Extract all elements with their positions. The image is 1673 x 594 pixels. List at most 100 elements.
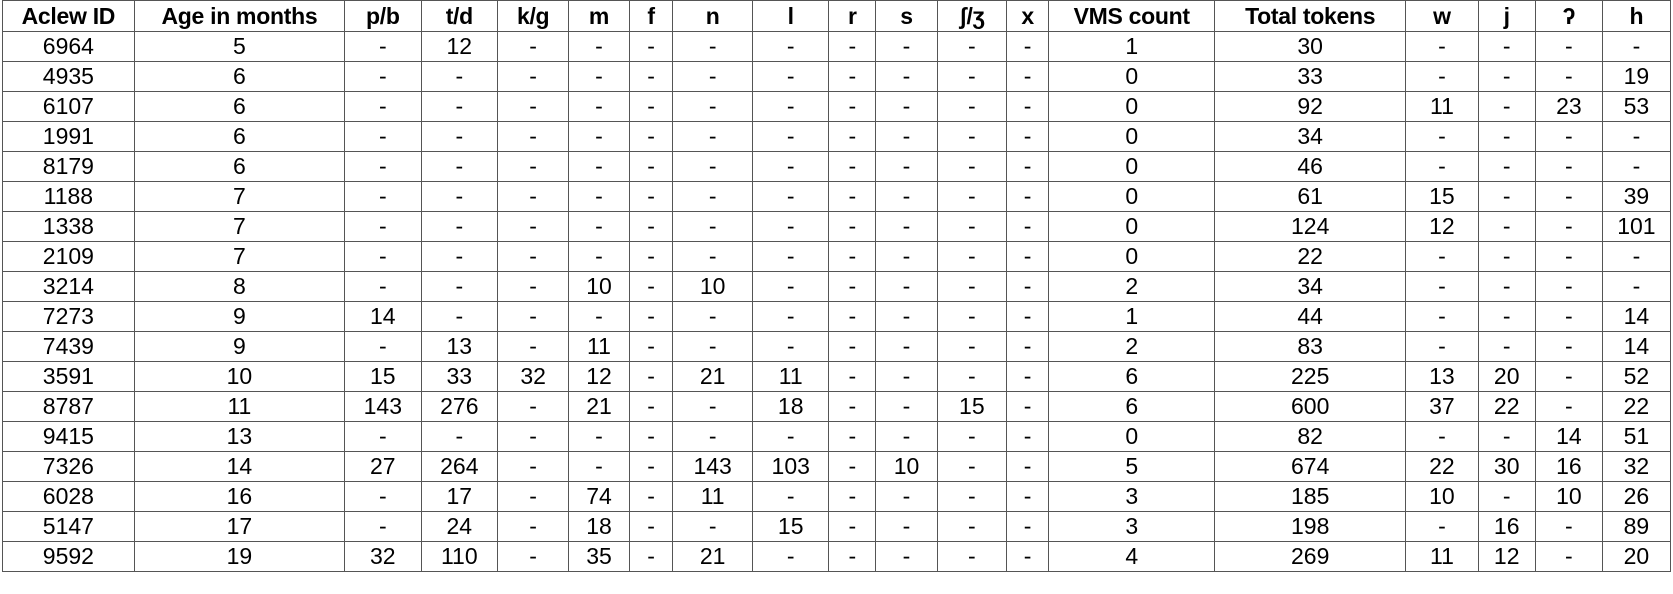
table-cell: 32 bbox=[344, 541, 422, 572]
table-cell: - bbox=[875, 271, 938, 302]
column-header: Total tokens bbox=[1214, 0, 1407, 32]
table-cell: - bbox=[1405, 331, 1479, 362]
table-cell: 34 bbox=[1214, 121, 1407, 152]
table-cell: - bbox=[1477, 331, 1536, 362]
table-cell: 7 bbox=[133, 181, 346, 212]
table-cell: 1188 bbox=[2, 181, 135, 212]
table-cell: - bbox=[875, 31, 938, 62]
table-cell: - bbox=[751, 61, 830, 92]
table-cell: - bbox=[1534, 511, 1603, 542]
table-cell: 7439 bbox=[2, 331, 135, 362]
table-cell: 1 bbox=[1048, 301, 1216, 332]
table-cell: - bbox=[875, 331, 938, 362]
table-cell: - bbox=[568, 151, 630, 182]
table-cell: - bbox=[1534, 181, 1603, 212]
table-cell: - bbox=[1477, 151, 1536, 182]
table-row: 9415 13- - - - - - - - - - -0 82- -14 51 bbox=[2, 421, 1672, 452]
table-cell: - bbox=[628, 391, 674, 422]
column-header: Aclew ID bbox=[2, 0, 135, 32]
table-cell: 1338 bbox=[2, 211, 135, 242]
table-cell: - bbox=[497, 421, 570, 452]
table-cell: 4935 bbox=[2, 61, 135, 92]
table-cell: 6 bbox=[133, 61, 346, 92]
table-cell: - bbox=[568, 301, 630, 332]
table-cell: 19 bbox=[1601, 61, 1672, 92]
table-cell: 6028 bbox=[2, 481, 135, 512]
table-cell: - bbox=[497, 511, 570, 542]
table-cell: 143 bbox=[344, 391, 422, 422]
table-cell: - bbox=[875, 541, 938, 572]
table-cell: 5147 bbox=[2, 511, 135, 542]
table-cell: 16 bbox=[1477, 511, 1536, 542]
table-cell: - bbox=[344, 271, 422, 302]
table-cell: 17 bbox=[133, 511, 346, 542]
table-cell: - bbox=[344, 481, 422, 512]
table-cell: 8 bbox=[133, 271, 346, 302]
table-cell: 9 bbox=[133, 331, 346, 362]
table-row: 8179 6- - - - - - - - - - -0 46- - - - bbox=[2, 151, 1672, 182]
table-cell: 11 bbox=[133, 391, 346, 422]
table-cell: 32 bbox=[1601, 451, 1672, 482]
table-cell: - bbox=[497, 91, 570, 122]
table-cell: 14 bbox=[344, 301, 422, 332]
table-row: 3591 10 15 33 32 12-21 11- - - -6 225 13 20-52 bbox=[2, 361, 1672, 392]
table-cell: 33 bbox=[1214, 61, 1407, 92]
table-cell: - bbox=[936, 511, 1007, 542]
table-cell: - bbox=[420, 211, 499, 242]
column-header: Age in months bbox=[133, 0, 346, 32]
table-cell: - bbox=[1405, 61, 1479, 92]
table-row: 6028 16-17-74-11- - - - -3 185 10-10 26 bbox=[2, 481, 1672, 512]
table-cell: - bbox=[828, 361, 877, 392]
table-cell: - bbox=[1601, 121, 1672, 152]
table-cell: - bbox=[936, 331, 1007, 362]
table-cell: - bbox=[497, 451, 570, 482]
table-cell: 13 bbox=[1405, 361, 1479, 392]
table-cell: - bbox=[344, 181, 422, 212]
table-cell: - bbox=[1477, 61, 1536, 92]
table-cell: - bbox=[875, 361, 938, 392]
table-cell: 3214 bbox=[2, 271, 135, 302]
table-body: 6964 5-12- - - - - - - - -1 30- - - -4935 6- - - - - - - - - - -… bbox=[2, 31, 1672, 572]
table-cell: 22 bbox=[1601, 391, 1672, 422]
table-cell: - bbox=[875, 151, 938, 182]
table-cell: - bbox=[875, 421, 938, 452]
table-cell: - bbox=[875, 481, 938, 512]
table-row: 1338 7- - - - - - - - - - -0 124 12- -101 bbox=[2, 211, 1672, 242]
table-cell: - bbox=[828, 421, 877, 452]
table-cell: - bbox=[751, 301, 830, 332]
table-cell: - bbox=[1005, 541, 1050, 572]
table-cell: 10 bbox=[133, 361, 346, 392]
table-cell: - bbox=[751, 421, 830, 452]
table-cell: - bbox=[1534, 331, 1603, 362]
table-cell: - bbox=[497, 481, 570, 512]
table-cell: 82 bbox=[1214, 421, 1407, 452]
table-cell: 10 bbox=[1534, 481, 1603, 512]
table-cell: 5 bbox=[1048, 451, 1216, 482]
table-cell: - bbox=[1477, 31, 1536, 62]
table-cell: - bbox=[1477, 181, 1536, 212]
table-cell: - bbox=[672, 301, 753, 332]
table-cell: 264 bbox=[420, 451, 499, 482]
table-cell: - bbox=[1005, 361, 1050, 392]
table-cell: 18 bbox=[568, 511, 630, 542]
table-cell: - bbox=[1534, 151, 1603, 182]
table-cell: - bbox=[1005, 391, 1050, 422]
table-cell: - bbox=[751, 181, 830, 212]
table-cell: - bbox=[420, 61, 499, 92]
table-cell: 44 bbox=[1214, 301, 1407, 332]
table-cell: - bbox=[751, 211, 830, 242]
table-cell: 9415 bbox=[2, 421, 135, 452]
table-cell: 7 bbox=[133, 241, 346, 272]
table-cell: - bbox=[936, 541, 1007, 572]
table-cell: 276 bbox=[420, 391, 499, 422]
table-cell: 103 bbox=[751, 451, 830, 482]
table-cell: - bbox=[628, 541, 674, 572]
table-cell: 674 bbox=[1214, 451, 1407, 482]
table-cell: 14 bbox=[1601, 301, 1672, 332]
table-cell: - bbox=[828, 181, 877, 212]
table-cell: 30 bbox=[1214, 31, 1407, 62]
table-cell: 10 bbox=[672, 271, 753, 302]
table-cell: - bbox=[497, 331, 570, 362]
table-cell: - bbox=[344, 511, 422, 542]
column-header: n bbox=[672, 0, 753, 32]
